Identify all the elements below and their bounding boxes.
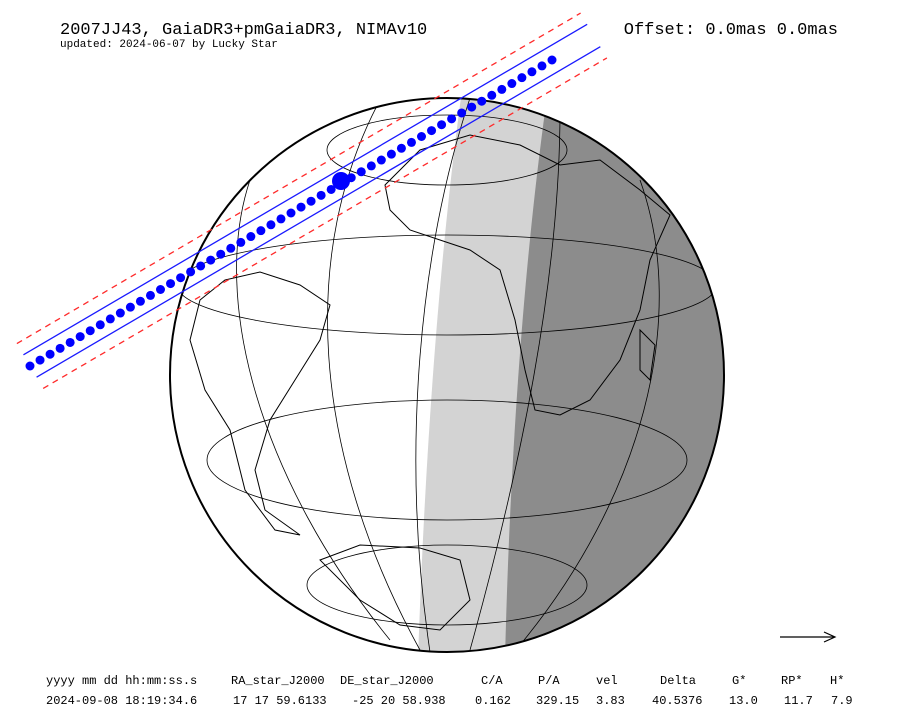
path-point (125, 302, 135, 312)
column-header: RP* (781, 674, 803, 688)
path-point (507, 79, 517, 89)
path-point (145, 290, 155, 300)
path-point (196, 261, 206, 271)
path-point (156, 285, 165, 294)
path-point (35, 355, 45, 365)
path-point (55, 343, 65, 353)
column-header: C/A (481, 674, 503, 688)
column-header: Delta (660, 674, 696, 688)
path-point (406, 137, 416, 147)
column-header: G* (732, 674, 746, 688)
path-point (216, 249, 226, 259)
path-point (437, 120, 447, 130)
path-point (95, 320, 105, 330)
path-point (316, 190, 326, 200)
event-table: yyyy mm dd hh:mm:ss.s RA_star_J2000 DE_sta… (46, 674, 853, 708)
direction-arrow (780, 631, 837, 643)
coastlines (189, 134, 671, 631)
path-point (236, 237, 246, 247)
path-point (226, 243, 236, 253)
graticule (176, 98, 718, 652)
path-point (527, 67, 537, 77)
column-header: vel (596, 674, 618, 688)
path-point (176, 273, 186, 283)
path-point (467, 102, 477, 112)
table-cell: 7.9 (831, 694, 853, 708)
occultation-path (16, 12, 608, 389)
table-cell: 0.162 (475, 694, 511, 708)
path-point (25, 361, 35, 371)
path-point (386, 149, 396, 159)
map-title: 2007JJ43, GaiaDR3+pmGaiaDR3, NIMAv10 (60, 21, 427, 40)
column-header: RA_star_J2000 (231, 674, 325, 688)
path-point (266, 220, 276, 230)
path-point (306, 196, 316, 206)
path-point (517, 73, 527, 83)
path-point (396, 143, 406, 153)
error-limit (42, 57, 608, 389)
path-point (417, 132, 426, 141)
path-point (497, 84, 507, 94)
column-header: H* (830, 674, 844, 688)
table-cell: 2024-09-08 18:19:34.6 (46, 694, 197, 708)
path-point (246, 232, 256, 242)
path-point (166, 279, 176, 289)
table-cell: -25 20 58.938 (352, 694, 446, 708)
closest-approach-point (332, 172, 350, 190)
path-point (537, 61, 547, 71)
error-limit (16, 12, 581, 345)
path-point (75, 332, 85, 342)
table-cell: 11.7 (784, 694, 813, 708)
path-point (105, 314, 115, 324)
column-header: P/A (538, 674, 560, 688)
path-point (296, 202, 306, 212)
table-cell: 40.5376 (652, 694, 702, 708)
table-cell: 13.0 (729, 694, 758, 708)
column-header: DE_star_J2000 (340, 674, 434, 688)
path-point (85, 326, 95, 336)
path-point (477, 96, 487, 106)
path-point (447, 114, 457, 124)
shadow-limit (36, 46, 601, 378)
column-header: yyyy mm dd hh:mm:ss.s (46, 674, 197, 688)
map-subtitle: updated: 2024-06-07 by Lucky Star (60, 39, 278, 51)
globe-outline (169, 97, 725, 653)
path-point (457, 108, 467, 118)
path-point (427, 126, 437, 136)
path-point (65, 337, 75, 347)
offset-label: Offset: 0.0mas 0.0mas (624, 21, 838, 40)
path-point (376, 155, 386, 165)
path-point (547, 55, 557, 65)
path-point (135, 296, 145, 306)
path-point (366, 161, 376, 171)
path-point (186, 267, 196, 277)
table-cell: 329.15 (536, 694, 579, 708)
table-cell: 17 17 59.6133 (233, 694, 327, 708)
globe (170, 98, 724, 652)
path-point (256, 226, 266, 236)
path-point (115, 308, 125, 318)
path-point (286, 208, 296, 218)
shadow-limit (23, 23, 588, 356)
path-point (356, 167, 366, 177)
table-cell: 3.83 (596, 694, 625, 708)
path-point (326, 184, 336, 194)
path-point (276, 214, 286, 224)
path-point (45, 349, 55, 359)
path-point (487, 90, 497, 100)
path-point (206, 255, 216, 265)
